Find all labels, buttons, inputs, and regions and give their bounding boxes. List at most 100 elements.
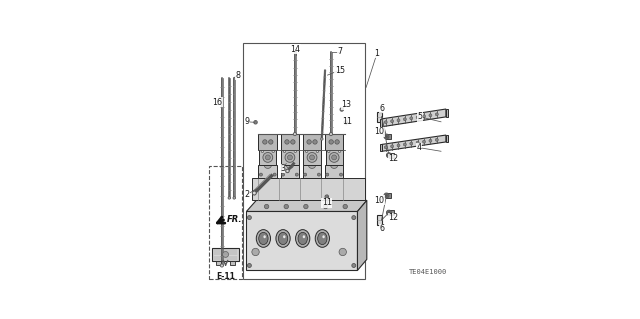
Polygon shape [303, 134, 321, 150]
Polygon shape [446, 135, 449, 142]
Circle shape [285, 169, 289, 173]
Circle shape [343, 204, 348, 209]
Circle shape [269, 140, 273, 144]
Circle shape [384, 146, 387, 149]
Circle shape [248, 263, 252, 267]
Circle shape [390, 120, 394, 123]
Circle shape [429, 114, 432, 117]
Circle shape [223, 251, 228, 257]
Text: 12: 12 [388, 213, 399, 222]
Text: 1: 1 [374, 48, 380, 57]
Circle shape [384, 134, 389, 139]
Text: 3: 3 [280, 164, 285, 173]
Polygon shape [280, 134, 300, 150]
Circle shape [284, 150, 285, 152]
Circle shape [390, 145, 394, 148]
Polygon shape [303, 165, 321, 178]
Text: 14: 14 [291, 45, 301, 54]
Ellipse shape [256, 230, 271, 247]
Circle shape [329, 152, 339, 162]
Circle shape [387, 153, 392, 158]
Text: 10: 10 [374, 127, 385, 136]
Polygon shape [216, 261, 221, 265]
Polygon shape [380, 119, 382, 127]
Circle shape [339, 248, 346, 256]
Polygon shape [325, 134, 344, 150]
Circle shape [255, 121, 257, 123]
Polygon shape [246, 211, 358, 271]
Text: E-11: E-11 [216, 272, 235, 281]
Circle shape [262, 140, 267, 144]
Circle shape [435, 138, 438, 141]
Circle shape [323, 204, 328, 209]
Circle shape [287, 155, 292, 160]
Circle shape [385, 135, 388, 138]
Circle shape [263, 152, 273, 162]
Text: 12: 12 [388, 154, 399, 163]
Circle shape [422, 140, 426, 143]
Circle shape [264, 204, 269, 209]
Circle shape [307, 152, 317, 162]
Circle shape [273, 173, 276, 176]
Circle shape [429, 139, 432, 142]
Circle shape [294, 150, 296, 152]
Circle shape [341, 108, 342, 110]
Circle shape [326, 173, 329, 176]
Circle shape [291, 140, 295, 144]
Polygon shape [246, 200, 367, 211]
Polygon shape [380, 145, 382, 151]
Circle shape [410, 142, 413, 145]
Circle shape [410, 117, 413, 120]
Polygon shape [230, 261, 236, 265]
Ellipse shape [259, 232, 268, 245]
Polygon shape [259, 134, 277, 150]
Ellipse shape [283, 235, 285, 238]
Circle shape [259, 173, 262, 176]
Circle shape [228, 197, 230, 199]
Circle shape [321, 138, 323, 140]
Polygon shape [387, 134, 392, 139]
Circle shape [295, 173, 298, 176]
Circle shape [284, 204, 289, 209]
Circle shape [340, 108, 344, 111]
Bar [243, 43, 365, 279]
Circle shape [220, 264, 223, 267]
Circle shape [252, 248, 259, 256]
Polygon shape [376, 215, 382, 225]
Circle shape [328, 150, 330, 152]
Bar [209, 166, 242, 279]
Polygon shape [446, 109, 449, 117]
Ellipse shape [278, 232, 288, 245]
Circle shape [352, 216, 356, 219]
Text: TE04E1000: TE04E1000 [409, 269, 447, 275]
Circle shape [317, 173, 321, 176]
Circle shape [416, 116, 419, 119]
Polygon shape [358, 200, 367, 271]
Circle shape [384, 121, 387, 124]
Polygon shape [326, 150, 343, 165]
Polygon shape [252, 178, 365, 200]
Text: 11: 11 [322, 198, 332, 207]
Polygon shape [382, 109, 446, 127]
Circle shape [313, 140, 317, 144]
Polygon shape [389, 210, 394, 215]
Text: 15: 15 [335, 66, 345, 75]
Circle shape [403, 143, 406, 146]
Polygon shape [382, 135, 446, 151]
Circle shape [307, 140, 311, 144]
Circle shape [332, 155, 337, 160]
Circle shape [293, 132, 296, 136]
Ellipse shape [317, 232, 327, 245]
Circle shape [335, 140, 339, 144]
Circle shape [248, 216, 252, 219]
Text: 8: 8 [236, 70, 241, 80]
Polygon shape [282, 150, 298, 165]
Circle shape [345, 121, 347, 123]
Circle shape [310, 155, 314, 160]
Circle shape [344, 121, 348, 124]
Text: 2: 2 [245, 190, 250, 199]
Text: 7: 7 [338, 47, 343, 56]
Circle shape [261, 150, 264, 152]
Circle shape [339, 150, 340, 152]
Text: 16: 16 [212, 98, 223, 107]
